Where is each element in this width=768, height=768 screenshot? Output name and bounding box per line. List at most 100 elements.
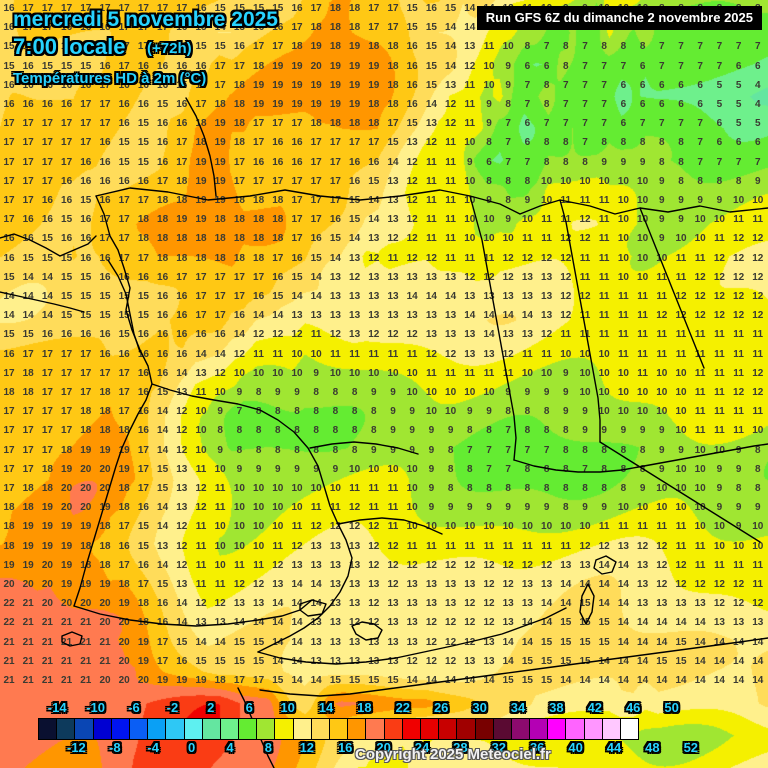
temperature-color-scale[interactable] bbox=[38, 718, 640, 740]
legend-tick-label: -12 bbox=[66, 740, 86, 755]
grid-temperature-value: 11 bbox=[368, 348, 380, 360]
grid-temperature-value: 7 bbox=[563, 99, 569, 110]
grid-temperature-value: 8 bbox=[639, 41, 646, 53]
legend-swatch[interactable] bbox=[165, 718, 185, 740]
grid-temperature-value: 21 bbox=[61, 655, 73, 667]
legend-swatch[interactable] bbox=[92, 718, 112, 740]
legend-swatch[interactable] bbox=[565, 718, 585, 740]
grid-temperature-value: 11 bbox=[733, 348, 744, 360]
grid-temperature-value: 12 bbox=[560, 310, 572, 322]
grid-temperature-value: 12 bbox=[541, 329, 553, 341]
grid-temperature-value: 12 bbox=[445, 559, 457, 571]
legend-swatch[interactable] bbox=[329, 718, 349, 740]
grid-temperature-value: 14 bbox=[521, 310, 533, 322]
legend-swatch[interactable] bbox=[419, 718, 440, 740]
grid-temperature-value: 14 bbox=[157, 425, 169, 437]
grid-temperature-value: 17 bbox=[137, 22, 149, 34]
legend-swatch[interactable] bbox=[456, 718, 476, 740]
legend-swatch[interactable] bbox=[147, 718, 167, 740]
grid-temperature-value: 12 bbox=[675, 291, 687, 302]
grid-temperature-value: 19 bbox=[214, 118, 226, 130]
grid-temperature-value: 15 bbox=[137, 310, 149, 322]
grid-temperature-value: 9 bbox=[428, 425, 435, 437]
legend-swatch[interactable] bbox=[238, 718, 258, 740]
grid-temperature-value: 14 bbox=[694, 636, 706, 648]
legend-swatch[interactable] bbox=[347, 718, 367, 740]
grid-temperature-value: 12 bbox=[291, 329, 303, 341]
grid-temperature-value: 9 bbox=[620, 425, 627, 437]
grid-temperature-value: 11 bbox=[483, 41, 495, 53]
grid-temperature-value: 13 bbox=[349, 329, 361, 341]
grid-temperature-value: 15 bbox=[61, 291, 73, 302]
legend-swatch[interactable] bbox=[365, 718, 385, 740]
grid-temperature-value: 10 bbox=[272, 367, 284, 379]
legend-swatch[interactable] bbox=[201, 718, 221, 740]
grid-temperature-value: 10 bbox=[541, 195, 553, 206]
legend-swatch[interactable] bbox=[74, 718, 94, 740]
legend-swatch[interactable] bbox=[601, 718, 621, 740]
legend-swatch[interactable] bbox=[401, 718, 421, 740]
grid-temperature-value: 16 bbox=[195, 3, 207, 14]
legend-swatch[interactable] bbox=[620, 718, 640, 740]
grid-temperature-value: 11 bbox=[330, 348, 341, 360]
legend-swatch[interactable] bbox=[128, 718, 149, 740]
grid-temperature-value: 21 bbox=[22, 617, 34, 629]
legend-tick-label: 22 bbox=[395, 700, 411, 715]
legend-swatch[interactable] bbox=[547, 718, 567, 740]
grid-temperature-value: 14 bbox=[157, 502, 169, 514]
legend-swatch[interactable] bbox=[38, 718, 58, 740]
grid-temperature-value: 9 bbox=[735, 502, 742, 514]
grid-temperature-value: 11 bbox=[253, 348, 264, 360]
grid-temperature-value: 13 bbox=[406, 271, 418, 283]
grid-temperature-value: 9 bbox=[428, 502, 435, 514]
legend-swatch[interactable] bbox=[583, 718, 603, 740]
grid-temperature-value: 10 bbox=[713, 540, 725, 552]
grid-temperature-value: 17 bbox=[22, 156, 34, 168]
legend-swatch[interactable] bbox=[183, 718, 203, 740]
grid-temperature-value: 7 bbox=[697, 156, 703, 168]
grid-temperature-value: 18 bbox=[214, 214, 226, 226]
grid-temperature-value: 12 bbox=[502, 252, 514, 264]
legend-swatch[interactable] bbox=[438, 718, 458, 740]
grid-temperature-value: 12 bbox=[349, 271, 361, 283]
grid-temperature-value: 9 bbox=[735, 521, 742, 533]
grid-temperature-value: 12 bbox=[713, 271, 725, 283]
grid-temperature-value: 16 bbox=[195, 60, 207, 72]
grid-temperature-value: 14 bbox=[214, 348, 226, 360]
grid-temperature-value: 16 bbox=[176, 655, 188, 667]
legend-swatch[interactable] bbox=[492, 718, 512, 740]
grid-temperature-value: 10 bbox=[656, 367, 668, 379]
grid-temperature-value: 13 bbox=[406, 598, 418, 610]
grid-temperature-value: 9 bbox=[447, 502, 454, 514]
grid-temperature-value: 7 bbox=[505, 425, 511, 437]
grid-temperature-value: 15 bbox=[137, 540, 149, 552]
legend-swatch[interactable] bbox=[219, 718, 240, 740]
legend-swatch[interactable] bbox=[474, 718, 494, 740]
legend-swatch[interactable] bbox=[110, 718, 130, 740]
legend-swatch[interactable] bbox=[510, 718, 531, 740]
grid-temperature-value: 11 bbox=[310, 502, 322, 514]
legend-swatch[interactable] bbox=[56, 718, 76, 740]
grid-temperature-value: 17 bbox=[41, 387, 53, 398]
legend-swatch[interactable] bbox=[256, 718, 276, 740]
grid-temperature-value: 10 bbox=[483, 60, 495, 72]
grid-temperature-value: 10 bbox=[598, 387, 610, 398]
grid-temperature-value: 9 bbox=[601, 502, 607, 514]
legend-swatch[interactable] bbox=[310, 718, 330, 740]
grid-temperature-value: 9 bbox=[524, 195, 531, 206]
grid-temperature-value: 9 bbox=[543, 502, 550, 514]
legend-swatch[interactable] bbox=[383, 718, 403, 740]
grid-temperature-value: 17 bbox=[118, 406, 130, 418]
grid-temperature-value: 17 bbox=[118, 233, 130, 245]
legend-swatch[interactable] bbox=[529, 718, 549, 740]
legend-swatch[interactable] bbox=[274, 718, 294, 740]
grid-temperature-value: 13 bbox=[349, 579, 361, 590]
grid-temperature-value: 17 bbox=[137, 579, 149, 590]
grid-temperature-value: 8 bbox=[543, 425, 550, 437]
grid-temperature-value: 18 bbox=[368, 41, 380, 53]
legend-swatch[interactable] bbox=[292, 718, 312, 740]
grid-temperature-value: 11 bbox=[598, 252, 610, 264]
grid-temperature-value: 16 bbox=[22, 214, 34, 226]
grid-temperature-value: 18 bbox=[310, 118, 322, 130]
